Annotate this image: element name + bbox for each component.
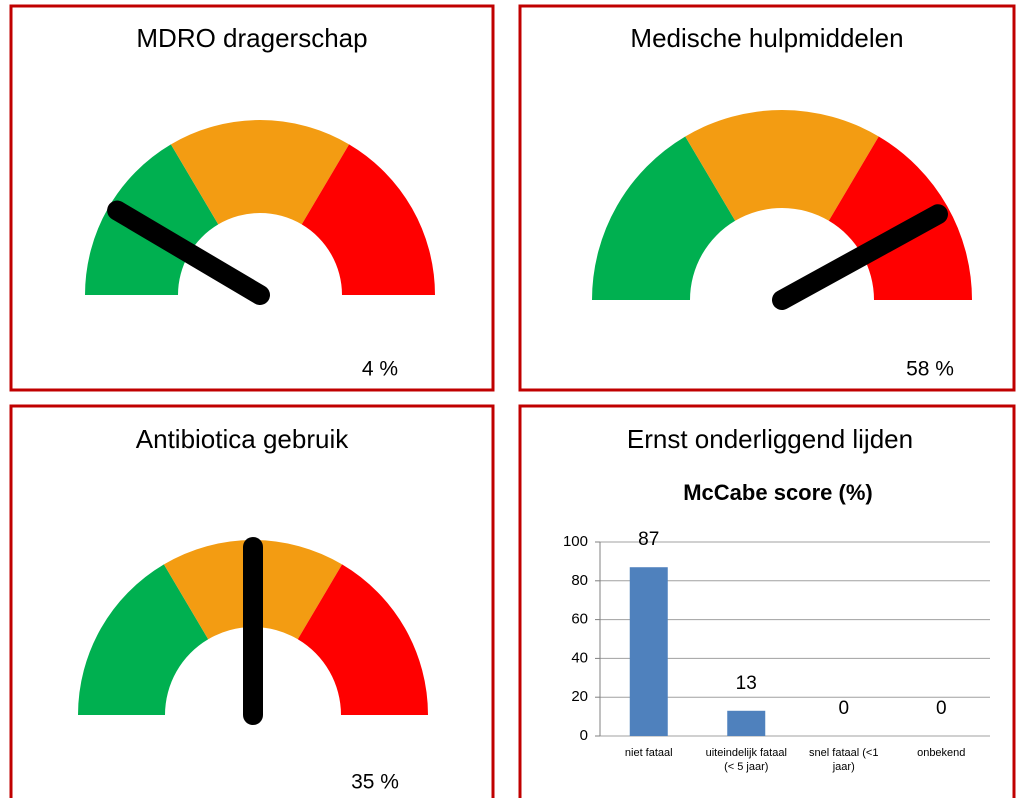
x-tick-label: uiteindelijk fataal (< 5 jaar) — [705, 747, 787, 773]
gauge-needle — [772, 204, 948, 310]
y-tick-label: 0 — [580, 727, 588, 744]
gauge-needle — [107, 200, 270, 305]
x-tick-label: onbekend — [917, 747, 966, 759]
y-tick-label: 60 — [571, 611, 588, 628]
panel — [518, 4, 1016, 392]
panel — [9, 404, 495, 798]
data-label: 13 — [736, 673, 757, 694]
y-tick-label: 20 — [571, 688, 588, 705]
data-label: 0 — [838, 698, 849, 719]
panel — [518, 404, 1016, 798]
gauge-band — [170, 120, 350, 225]
panel-title: Medische hulpmiddelen — [630, 23, 903, 53]
gauge-band — [78, 564, 209, 715]
panel-title: Antibiotica gebruik — [136, 424, 349, 454]
panel — [9, 4, 495, 392]
gauge-band — [297, 564, 428, 715]
gauge-band — [301, 144, 435, 295]
gauge-caption: 35 % — [351, 771, 399, 794]
panel-title: MDRO dragerschap — [136, 23, 367, 53]
gauge-band — [592, 136, 736, 300]
data-label: 87 — [638, 529, 659, 550]
y-tick-label: 80 — [571, 572, 588, 589]
gauge-caption: 58 % — [906, 358, 954, 381]
bar — [727, 710, 766, 736]
y-tick-label: 40 — [571, 649, 588, 666]
gauge-caption: 4 % — [362, 358, 398, 381]
y-tick-label: 100 — [563, 533, 588, 550]
bar — [629, 567, 668, 736]
x-tick-label: snel fataal (<1 jaar) — [809, 747, 879, 773]
gauge-band — [685, 109, 879, 221]
x-tick-label: niet fataal — [624, 747, 673, 759]
panel-title: Ernst onderliggend lijden — [627, 424, 913, 454]
data-label: 0 — [936, 698, 947, 719]
chart-subtitle: McCabe score (%) — [683, 480, 873, 505]
